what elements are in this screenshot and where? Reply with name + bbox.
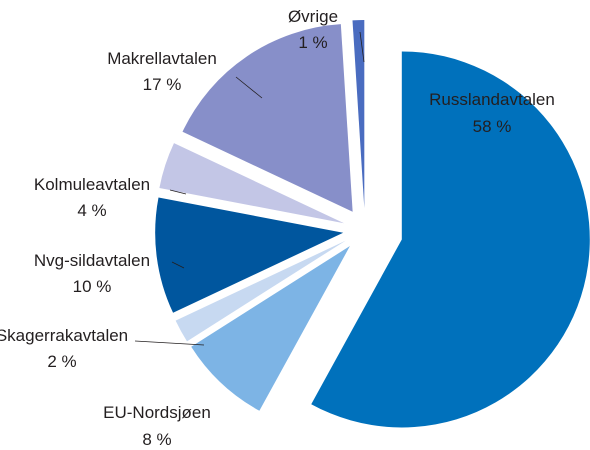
pie-slice-ovrige (352, 20, 365, 209)
slice-value-kolmuleavtalen: 4 % (77, 201, 106, 220)
pie-slice-kolmuleavtalen (159, 143, 345, 224)
slice-value-ovrige: 1 % (298, 33, 327, 52)
slice-label-skagerrakavtalen: Skagerrakavtalen (0, 326, 128, 345)
leader-line-nvg-sildavtalen (171, 261, 185, 269)
slice-value-russlandavtalen: 58 % (473, 117, 512, 136)
slice-label-eu-nordsjoen: EU-Nordsjøen (103, 403, 211, 422)
slice-label-nvg-sildavtalen: Nvg-sildavtalen (34, 251, 150, 270)
slice-value-skagerrakavtalen: 2 % (47, 352, 76, 371)
leader-line-kolmuleavtalen (169, 189, 187, 195)
leader-line-skagerrakavtalen (134, 340, 205, 346)
slice-label-russlandavtalen: Russlandavtalen (429, 90, 555, 109)
pie-slice-russlandavtalen (311, 51, 590, 428)
slice-label-makrellavtalen: Makrellavtalen (107, 49, 217, 68)
pie-slice-eu-nordsjoen (191, 246, 350, 411)
slice-value-eu-nordsjoen: 8 % (142, 430, 171, 449)
slice-label-kolmuleavtalen: Kolmuleavtalen (34, 175, 150, 194)
slice-label-ovrige: Øvrige (288, 7, 338, 26)
slice-value-nvg-sildavtalen: 10 % (73, 277, 112, 296)
slice-value-makrellavtalen: 17 % (143, 75, 182, 94)
pie-slice-nvg-sildavtalen (155, 197, 344, 313)
leader-line-ovrige (359, 31, 365, 63)
pie-slice-makrellavtalen (182, 24, 353, 212)
pie-slice-skagerrakavtalen (175, 240, 346, 342)
leader-line-makrellavtalen (235, 76, 263, 99)
